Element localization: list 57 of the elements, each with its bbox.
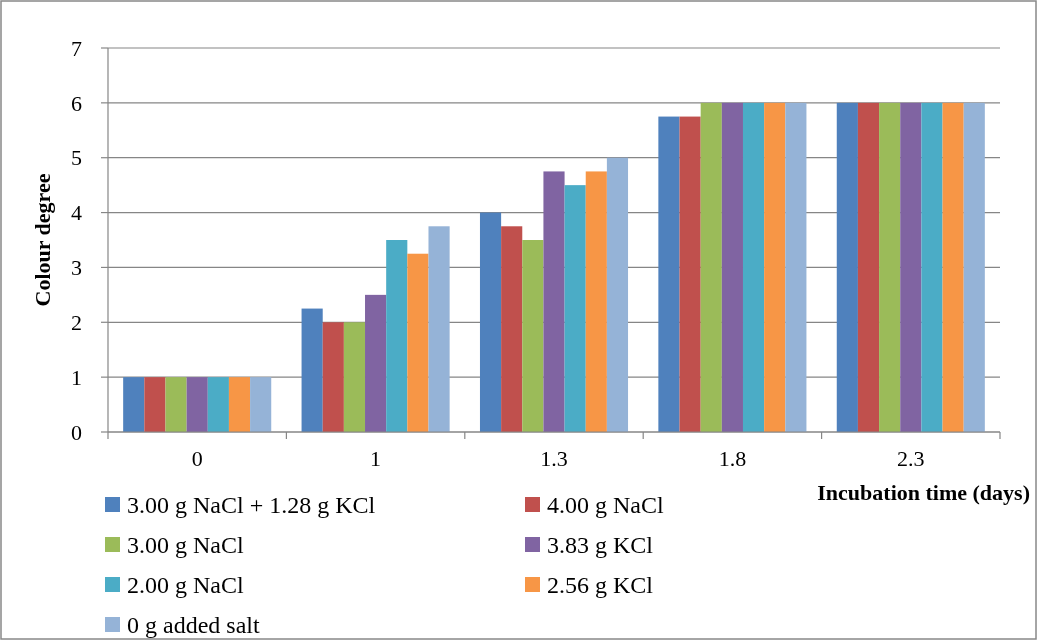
x-tick-label: 2.3 [897,446,925,471]
y-tick-label: 2 [71,309,82,335]
bar [207,377,229,432]
legend-label: 3.83 g KCl [547,532,654,559]
bar [606,157,629,432]
bar [543,171,565,432]
bar [501,226,523,432]
bar [228,377,251,432]
y-tick-label: 6 [71,90,82,116]
bar [921,102,943,432]
x-tick-label: 1.8 [718,446,747,471]
legend-label: 2.56 g KCl [547,572,654,599]
bar [250,377,272,432]
y-tick-label: 7 [71,35,82,61]
bar [963,102,985,432]
legend-label: 4.00 g NaCl [547,492,664,519]
bar [900,102,922,432]
bar [785,102,807,432]
x-tick-label: 0 [191,446,203,471]
legend-label: 2.00 g NaCl [127,572,244,599]
y-tick-label: 0 [71,419,82,445]
bar [186,377,208,432]
y-axis-title: Colour degree [30,173,55,307]
bar [522,240,544,432]
bar [123,377,145,432]
bar [585,171,607,432]
bar [407,253,429,432]
y-tick-label: 1 [71,364,82,390]
y-tick-label: 5 [71,145,82,171]
x-tick-label: 1 [370,446,382,471]
x-axis-title: Incubation time (days) [817,480,1030,505]
bar [658,116,680,432]
bar [679,116,701,432]
x-tick-label: 1.3 [540,446,568,471]
y-tick-label: 4 [71,200,82,226]
bar [564,185,586,432]
bar [764,102,786,432]
bar [343,322,366,432]
bar [386,240,408,432]
legend-label: 0 g added salt [127,612,260,639]
legend-label: 3.00 g NaCl [127,532,244,559]
legend-label: 3.00 g NaCl + 1.28 g KCl [127,492,376,519]
y-tick-label: 3 [71,255,82,281]
bar [857,102,880,432]
bar [428,226,450,432]
bar [942,102,964,432]
bar [879,102,901,432]
bar [322,322,344,432]
bar [836,102,858,432]
bar [165,377,187,432]
bar [700,102,722,432]
bar [479,212,502,432]
bar [742,102,765,432]
bar [301,308,323,432]
bar [365,294,387,432]
bar [721,102,743,432]
bar [144,377,166,432]
